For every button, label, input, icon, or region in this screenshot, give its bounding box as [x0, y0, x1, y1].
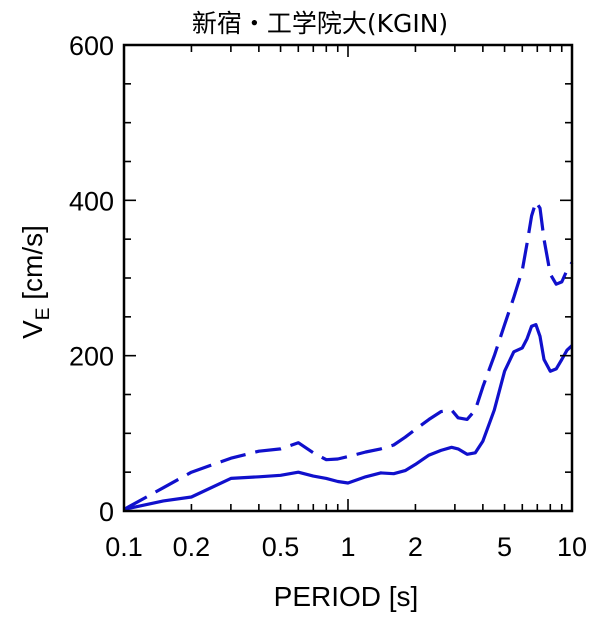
y-tick-label: 0: [99, 497, 114, 527]
y-axis-label-main: V: [17, 320, 48, 339]
ticks-layer: [123, 44, 573, 512]
y-tick-label: 400: [69, 186, 114, 216]
y-tick-label: 600: [69, 31, 114, 61]
y-axis-label-subscript: E: [33, 308, 54, 321]
y-tick-label: 200: [69, 342, 114, 372]
x-tick-label: 10: [557, 532, 587, 562]
x-tick-label: 0.5: [262, 532, 300, 562]
x-tick-label: 5: [497, 532, 512, 562]
x-axis-label: PERIOD [s]: [274, 581, 419, 612]
series-line-solid: [123, 323, 574, 511]
x-tick-label: 2: [408, 532, 423, 562]
plot-frame: [122, 43, 574, 513]
x-tick-label: 1: [340, 532, 355, 562]
x-tick-label: 0.1: [105, 532, 143, 562]
chart-title: 新宿・工学院大(KGIN): [192, 9, 448, 38]
x-tick-label: 0.2: [173, 532, 211, 562]
y-axis-label: VE [cm/s]: [17, 225, 54, 339]
series-line-dashed: [123, 200, 574, 511]
tick-labels-layer: 0.1 0.2 0.5 1 2 5 10 0 200 400 600: [69, 31, 587, 562]
series-layer: [123, 200, 574, 511]
y-axis-label-unit: [cm/s]: [17, 225, 48, 307]
